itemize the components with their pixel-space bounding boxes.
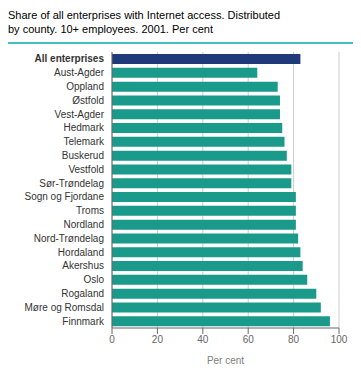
svg-text:Buskerud: Buskerud (62, 150, 104, 161)
svg-text:Rogaland: Rogaland (61, 288, 104, 299)
svg-text:Møre og Romsdal: Møre og Romsdal (25, 302, 104, 313)
svg-text:All enterprises: All enterprises (35, 53, 105, 64)
svg-text:Sogn og Fjordane: Sogn og Fjordane (24, 191, 104, 202)
svg-text:Per cent: Per cent (207, 355, 244, 366)
svg-text:Telemark: Telemark (63, 136, 105, 147)
svg-text:Hordaland: Hordaland (58, 247, 104, 258)
svg-text:Østfold: Østfold (72, 95, 104, 106)
svg-text:100: 100 (331, 334, 348, 345)
svg-text:Aust-Agder: Aust-Agder (54, 67, 105, 78)
svg-text:Troms: Troms (76, 205, 104, 216)
svg-text:60: 60 (243, 334, 255, 345)
svg-text:0: 0 (109, 334, 115, 345)
svg-text:Finnmark: Finnmark (62, 316, 105, 327)
html-text:by county. 10+ employees. 2001: by county. 10+ employees. 2001. Per cent (8, 23, 213, 35)
svg-text:Oppland: Oppland (66, 81, 104, 92)
svg-text:Nord-Trøndelag: Nord-Trøndelag (34, 233, 104, 244)
svg-text:Vest-Agder: Vest-Agder (55, 109, 105, 120)
svg-text:Nordland: Nordland (63, 219, 104, 230)
svg-text:Sør-Trøndelag: Sør-Trøndelag (39, 178, 104, 189)
svg-text:Hedmark: Hedmark (63, 122, 105, 133)
svg-text:Vestfold: Vestfold (68, 164, 104, 175)
svg-text:Akershus: Akershus (62, 260, 104, 271)
svg-text:20: 20 (152, 334, 164, 345)
html-text:Share of all enterprises with: Share of all enterprises with Internet a… (8, 9, 281, 21)
svg-text:Oslo: Oslo (83, 274, 104, 285)
svg-text:40: 40 (197, 334, 209, 345)
svg-text:80: 80 (288, 334, 300, 345)
